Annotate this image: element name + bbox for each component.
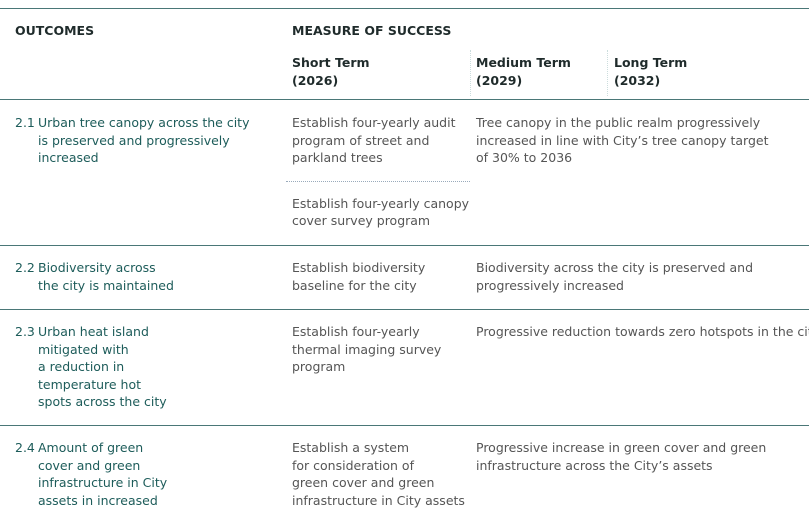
outcome-number: 2.1 [15, 115, 35, 130]
short-term-line: Establish four-yearly [292, 324, 420, 339]
term-name: Short Term [292, 55, 370, 70]
divider [286, 181, 470, 182]
short-term-line: baseline for the city [292, 277, 417, 293]
short-term-line: green cover and green [292, 475, 435, 490]
term-year: (2029) [476, 72, 523, 88]
short-term-line: program of street and [292, 132, 430, 148]
column-header: OUTCOMES [15, 23, 95, 38]
outcome-line: cover and green [38, 457, 141, 473]
outcome-line: Urban heat island [38, 324, 149, 339]
outcome-line: temperature hot [38, 376, 142, 392]
outcome-line: the city is maintained [38, 277, 174, 293]
short-term-line: Establish biodiversity [292, 260, 426, 275]
term-name: Medium Term [476, 55, 571, 70]
term-name: Long Term [614, 55, 688, 70]
medium-long-term-line: of 30% to 2036 [476, 150, 573, 165]
outcome-line: a reduction in [38, 359, 125, 374]
divider [607, 50, 608, 96]
short-term-line: for consideration of [292, 457, 414, 473]
short-term-line: infrastructure in City assets [292, 492, 465, 508]
outcome-line: assets in increased [38, 492, 158, 508]
term-year: (2032) [614, 72, 661, 88]
medium-long-term-line: Tree canopy in the public realm progress… [476, 115, 761, 130]
outcome-line: Biodiversity across [38, 260, 156, 275]
rule [0, 8, 809, 9]
outcome-line: is preserved and progressively [38, 132, 230, 148]
short-term-line: Establish four-yearly audit [292, 115, 456, 130]
outcome-line: spots across the city [38, 394, 167, 409]
medium-long-term-line: Progressive increase in green cover and … [476, 440, 767, 455]
outcome-number: 2.2 [15, 260, 35, 275]
rule [0, 99, 809, 100]
outcome-line: Urban tree canopy across the city [38, 115, 250, 130]
medium-long-term-line: increased in line with City’s tree canop… [476, 132, 769, 148]
outcome-line: mitigated with [38, 341, 129, 357]
medium-long-term-line: progressively increased [476, 277, 624, 293]
outcome-line: infrastructure in City [38, 475, 168, 490]
rule [0, 309, 809, 310]
short-term-line: Establish four-yearly canopy [292, 195, 470, 211]
column-header: MEASURE OF SUCCESS [292, 23, 452, 38]
short-term-line: thermal imaging survey [292, 341, 442, 357]
medium-long-term-line: Progressive reduction towards zero hotsp… [476, 324, 809, 339]
short-term-line: parkland trees [292, 150, 383, 165]
rule [0, 245, 809, 246]
divider [470, 50, 471, 96]
short-term-line: program [292, 359, 346, 374]
outcome-line: Amount of green [38, 440, 144, 455]
rule [0, 425, 809, 426]
medium-long-term-line: Biodiversity across the city is preserve… [476, 260, 754, 275]
medium-long-term-line: infrastructure across the City’s assets [476, 457, 713, 473]
outcome-line: increased [38, 150, 99, 165]
outcome-number: 2.3 [15, 324, 35, 339]
short-term-line: Establish a system [292, 440, 410, 455]
outcome-number: 2.4 [15, 440, 35, 455]
short-term-line: cover survey program [292, 213, 431, 228]
term-year: (2026) [292, 72, 339, 88]
